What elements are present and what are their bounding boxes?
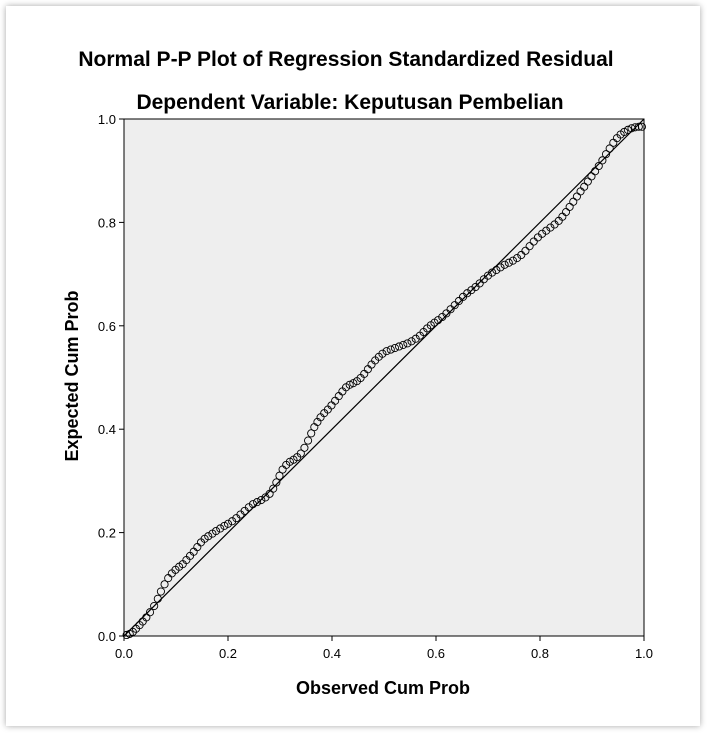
- data-point: [145, 608, 155, 617]
- y-tick-label: 0.8: [98, 215, 116, 230]
- chart-subtitle: Dependent Variable: Keputusan Pembelian: [136, 91, 563, 114]
- data-point: [390, 343, 399, 353]
- x-tick-label: 1.0: [635, 646, 653, 661]
- data-point: [483, 271, 493, 280]
- data-point: [434, 316, 443, 325]
- data-point: [601, 150, 611, 159]
- data-point: [529, 237, 538, 246]
- data-point: [345, 380, 354, 389]
- data-point: [253, 498, 262, 507]
- data-point: [300, 443, 309, 452]
- data-point: [150, 601, 159, 611]
- x-axis-label: Observed Cum Prob: [296, 678, 470, 698]
- data-point: [395, 342, 404, 351]
- data-point: [467, 286, 476, 295]
- data-point: [496, 263, 505, 272]
- data-points: [122, 122, 646, 640]
- data-point: [411, 334, 420, 343]
- x-axis-ticks: 0.0 0.2 0.4 0.6 0.8 1.0: [115, 636, 653, 661]
- data-point: [211, 526, 221, 536]
- y-tick-label: 0.2: [98, 526, 116, 541]
- data-point: [634, 122, 643, 131]
- y-axis-ticks: 0.0 0.2 0.4 0.6 0.8 1.0: [98, 112, 124, 644]
- data-point: [272, 478, 281, 487]
- data-point: [542, 226, 551, 235]
- data-point: [538, 229, 547, 238]
- data-point: [598, 156, 607, 165]
- data-point: [304, 436, 313, 445]
- y-tick-label: 0.0: [98, 629, 116, 644]
- data-point: [386, 345, 395, 354]
- data-point: [153, 594, 162, 603]
- y-axis-label: Expected Cum Prob: [62, 290, 82, 461]
- data-point: [446, 305, 455, 314]
- data-point: [605, 144, 614, 153]
- data-point: [156, 587, 165, 596]
- x-tick-label: 0.0: [115, 646, 133, 661]
- data-point: [492, 265, 501, 275]
- data-point: [500, 260, 509, 269]
- data-point: [275, 471, 284, 480]
- chart-title: Normal P-P Plot of Regression Standardiz…: [78, 48, 613, 71]
- data-point: [504, 258, 513, 267]
- data-point: [382, 347, 391, 356]
- data-point: [244, 503, 253, 512]
- data-point: [463, 289, 472, 298]
- data-point: [513, 254, 522, 263]
- data-point: [223, 519, 233, 528]
- data-point: [378, 349, 387, 358]
- data-point: [296, 449, 305, 458]
- plot-border: [123, 118, 645, 637]
- y-tick-label: 0.4: [98, 422, 116, 437]
- data-point: [269, 484, 278, 493]
- x-tick-label: 0.6: [427, 646, 445, 661]
- x-tick-label: 0.4: [323, 646, 341, 661]
- data-point: [307, 429, 316, 438]
- x-tick-label: 0.8: [531, 646, 549, 661]
- data-point: [248, 500, 258, 509]
- data-point: [228, 517, 237, 526]
- data-point: [204, 532, 213, 541]
- data-point: [450, 301, 459, 310]
- y-tick-label: 0.6: [98, 319, 116, 334]
- data-point: [521, 246, 530, 255]
- data-point: [257, 495, 266, 505]
- data-point: [475, 279, 484, 288]
- x-tick-label: 0.2: [219, 646, 237, 661]
- data-point: [160, 580, 169, 589]
- data-point: [442, 309, 451, 318]
- reference-line: [123, 118, 645, 637]
- data-point: [525, 242, 534, 251]
- data-point: [623, 125, 632, 134]
- data-point: [407, 337, 416, 346]
- data-point: [216, 524, 225, 533]
- data-point: [454, 296, 463, 306]
- data-point: [488, 268, 497, 277]
- data-point: [517, 250, 526, 260]
- data-point: [546, 223, 555, 232]
- data-point: [637, 122, 646, 131]
- data-point: [128, 627, 137, 636]
- data-point: [399, 340, 408, 349]
- reference-line-group: [123, 118, 645, 637]
- data-point: [508, 256, 518, 265]
- y-tick-label: 1.0: [98, 112, 116, 127]
- data-point: [594, 161, 603, 171]
- data-point: [403, 339, 412, 348]
